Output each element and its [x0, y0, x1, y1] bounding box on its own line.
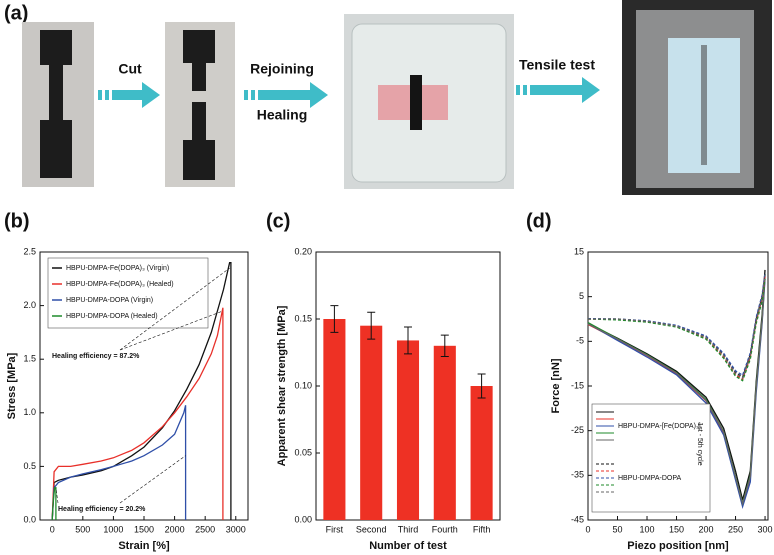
step-label: Healing — [257, 107, 308, 123]
annotation: 1st - 5th cycle — [696, 422, 703, 465]
y-tick-label: 0.00 — [294, 514, 312, 524]
y-tick-label: -15 — [571, 380, 584, 390]
photo-beaker — [344, 14, 514, 189]
annotation-arrow — [55, 267, 230, 504]
y-tick-label: 0.05 — [294, 447, 312, 457]
x-tick-label: 1500 — [134, 524, 154, 534]
y-tick-label: 0.20 — [294, 246, 312, 256]
step-label: Rejoining — [250, 61, 314, 77]
x-tick-label: 500 — [75, 524, 90, 534]
x-tick-label: 0 — [50, 524, 55, 534]
photo-cut-sample — [22, 22, 94, 187]
photo-split-sample — [165, 22, 235, 187]
y-tick-label: -35 — [571, 470, 584, 480]
y-axis-title: Stress [MPa] — [6, 352, 18, 419]
y-tick-label: 0.5 — [23, 461, 36, 471]
x-tick-label: Second — [356, 524, 387, 534]
y-tick-label: 0.15 — [294, 313, 312, 323]
series-line — [51, 405, 187, 521]
x-tick-label: First — [326, 524, 344, 534]
step-label: Tensile test — [519, 57, 595, 73]
y-tick-label: 5 — [579, 291, 584, 301]
panel-label: (b) — [4, 210, 30, 232]
y-tick-label: -25 — [571, 425, 584, 435]
series-line — [587, 275, 766, 506]
x-axis-title: Piezo position [nm] — [627, 540, 729, 552]
series-line — [588, 274, 766, 379]
x-tick-label: 250 — [728, 524, 743, 534]
error-bar — [477, 373, 486, 399]
error-bar — [404, 326, 412, 355]
bar — [433, 345, 456, 520]
error-bar — [440, 334, 449, 358]
x-tick-label: Fourth — [432, 524, 458, 534]
legend-box — [591, 403, 711, 513]
panel-label: (c) — [266, 210, 290, 232]
x-tick-label: 2500 — [195, 524, 215, 534]
bar — [396, 340, 420, 520]
x-tick-label: Third — [398, 524, 419, 534]
y-tick-label: -45 — [571, 514, 584, 524]
x-axis-title: Number of test — [369, 540, 447, 552]
y-tick-label: 0.0 — [23, 514, 36, 524]
x-tick-label: 200 — [699, 524, 714, 534]
legend-label: HBPU-DMPA-Fe(DOPA)₃ (Virgin) — [66, 265, 169, 272]
panel-label: (d) — [526, 210, 552, 232]
annotation: Healing efficiency = 87.2% — [52, 353, 140, 360]
x-tick-label: Fifth — [473, 524, 491, 534]
legend-label: HBPU-DMPA-DOPA (Virgin) — [66, 297, 153, 304]
panel-label: (a) — [4, 2, 28, 24]
y-axis-title: Force [nN] — [550, 358, 562, 413]
bar — [470, 386, 493, 520]
error-bar — [330, 305, 339, 333]
y-tick-label: -5 — [576, 336, 584, 346]
x-tick-label: 1000 — [103, 524, 123, 534]
y-tick-label: 1.0 — [23, 407, 36, 417]
process-arrows — [98, 77, 600, 108]
series-line — [51, 487, 57, 521]
step-label: Cut — [118, 61, 142, 77]
series-line — [588, 275, 766, 379]
series-line — [587, 272, 766, 377]
x-tick-label: 100 — [640, 524, 655, 534]
y-axis-title: Apparent shear strength [MPa] — [276, 305, 288, 466]
series-line — [587, 276, 766, 381]
series-line — [587, 278, 766, 382]
y-tick-label: 2.5 — [23, 246, 36, 256]
y-tick-label: 0.10 — [294, 380, 312, 390]
x-tick-label: 50 — [613, 524, 623, 534]
x-tick-label: 300 — [758, 524, 773, 534]
series-line — [51, 307, 224, 521]
x-axis-title: Strain [%] — [118, 540, 170, 552]
legend-label: HBPU-DMPA-[Fe(DOPA)₃] — [618, 423, 701, 430]
bar — [323, 319, 346, 520]
x-tick-label: 2000 — [165, 524, 185, 534]
legend-label: HBPU-DMPA-Fe(DOPA)₃ (Healed) — [66, 281, 174, 288]
photo-tensile-tester — [622, 0, 772, 195]
y-tick-label: 2.0 — [23, 300, 36, 310]
x-tick-label: 150 — [669, 524, 684, 534]
y-tick-label: 1.5 — [23, 354, 36, 364]
x-tick-label: 0 — [585, 524, 590, 534]
legend-label: HBPU-DMPA-DOPA — [618, 475, 681, 482]
annotation: Healing efficiency = 20.2% — [58, 506, 146, 513]
error-bar — [367, 311, 376, 340]
legend-box — [47, 257, 209, 329]
bar — [360, 325, 383, 520]
y-tick-label: 15 — [574, 246, 584, 256]
legend-label: HBPU-DMPA-DOPA (Healed) — [66, 313, 158, 320]
x-tick-label: 3000 — [226, 524, 246, 534]
